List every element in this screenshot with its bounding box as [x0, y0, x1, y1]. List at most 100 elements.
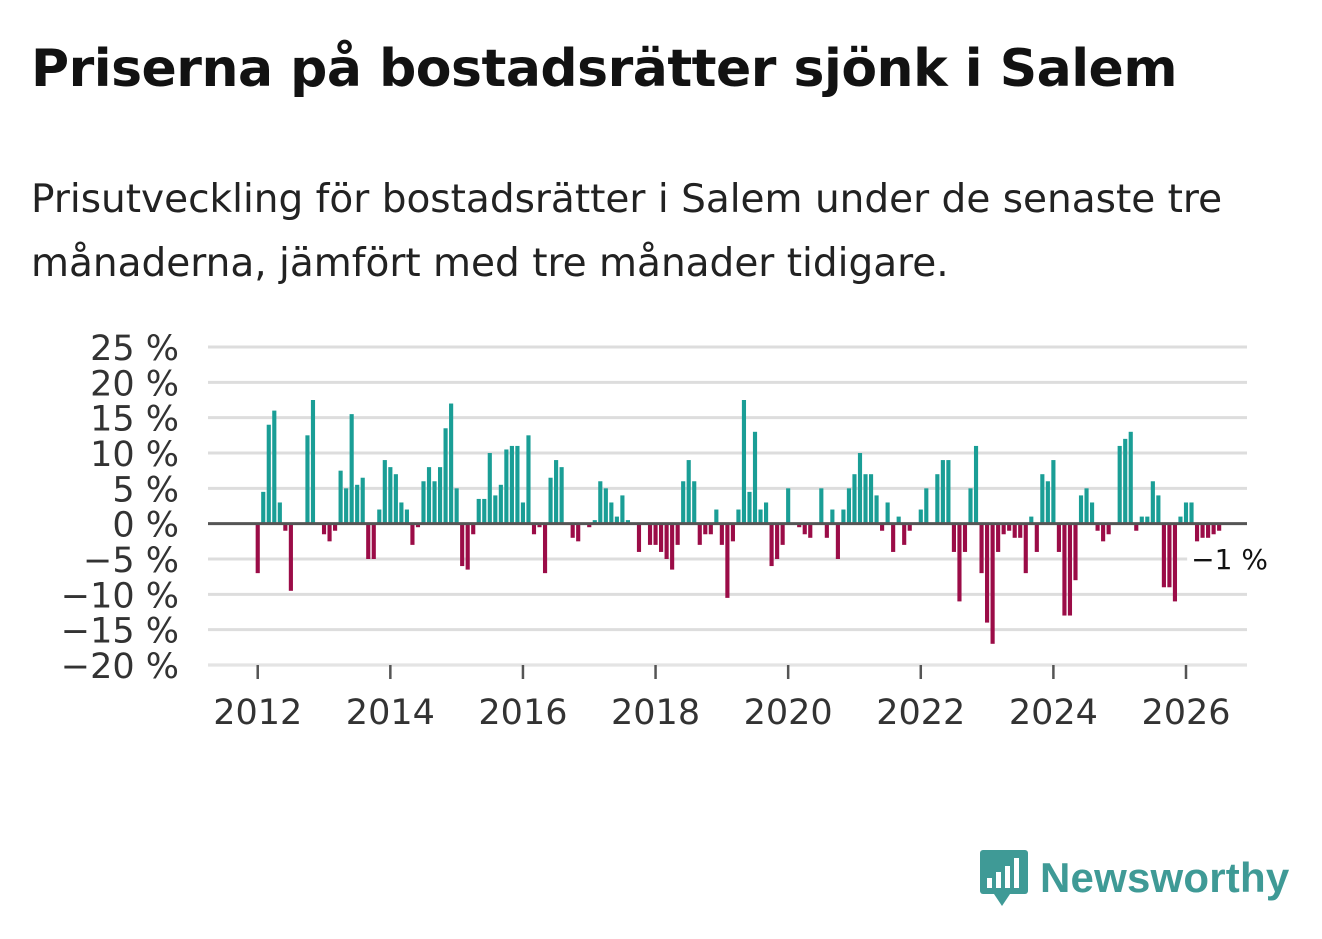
bar [747, 491, 752, 524]
bar [1018, 523, 1023, 538]
bar [310, 400, 316, 524]
bar [415, 523, 421, 528]
bar [305, 435, 310, 524]
x-tick-label: 2026 [1141, 693, 1230, 733]
bar [758, 509, 763, 524]
bar [962, 523, 968, 552]
annotation-background [1187, 542, 1270, 578]
bar [1034, 523, 1039, 552]
chart-subtitle: Prisutveckling för bostadsrätter i Salem… [31, 177, 1223, 286]
bar [1134, 523, 1139, 531]
bar [863, 474, 868, 524]
bar [1139, 516, 1144, 524]
bar [802, 523, 807, 535]
bar [868, 474, 874, 524]
brand-name: Newsworthy [1040, 854, 1290, 901]
bar [498, 484, 503, 524]
bar [697, 523, 702, 545]
bar [719, 523, 724, 545]
bar [979, 523, 984, 574]
bar [973, 445, 979, 524]
bar [874, 495, 879, 524]
bar [504, 449, 509, 524]
y-tick-label: −15 % [61, 612, 179, 652]
bar [636, 523, 642, 552]
bar [1123, 438, 1128, 524]
x-tick-label: 2018 [611, 693, 700, 733]
bar [377, 509, 382, 524]
bar [659, 523, 664, 552]
bar [388, 467, 393, 524]
bar [918, 509, 923, 524]
brand-logo: Newsworthy [980, 848, 1289, 908]
y-tick-label: 25 % [90, 329, 179, 369]
bar [1090, 502, 1095, 524]
bar [338, 470, 343, 524]
y-tick-label: 20 % [90, 364, 179, 404]
bar [675, 523, 680, 545]
bars [255, 400, 1222, 644]
bar [1040, 474, 1045, 524]
x-tick-label: 2020 [744, 693, 833, 733]
bar [703, 523, 708, 535]
bar [288, 523, 293, 591]
bar [857, 453, 863, 524]
x-tick-label: 2012 [213, 693, 302, 733]
bar [382, 460, 387, 524]
bar [852, 474, 857, 524]
bar [780, 523, 785, 545]
bar [443, 428, 448, 524]
bar [786, 488, 791, 524]
bar [736, 509, 741, 524]
bar [935, 474, 940, 524]
bar [482, 498, 487, 524]
x-tick-label: 2014 [346, 693, 435, 733]
bar [830, 509, 835, 524]
bar [1023, 523, 1028, 574]
chart-title: Priserna på bostadsrätter sjönk i Salem [31, 39, 1178, 99]
bar [1078, 495, 1084, 524]
bar [940, 460, 945, 524]
bar [366, 523, 371, 559]
bar [896, 516, 901, 524]
bar [476, 498, 481, 524]
bar [996, 523, 1001, 552]
bar [1007, 523, 1012, 531]
x-tick-label: 2016 [478, 693, 567, 733]
bar [410, 523, 415, 545]
bar [1045, 481, 1050, 524]
bar [725, 523, 730, 598]
y-tick-label: 5 % [112, 470, 179, 510]
bar [598, 481, 603, 524]
bar [841, 509, 846, 524]
bar [1101, 523, 1106, 542]
bar [891, 523, 896, 552]
bar [625, 520, 630, 524]
bar [531, 523, 537, 535]
bar [449, 403, 454, 524]
bar [1056, 523, 1061, 552]
bar [321, 523, 327, 535]
bar [587, 523, 592, 528]
bar [609, 502, 614, 524]
y-tick-label: 10 % [90, 435, 179, 475]
bar [808, 523, 813, 538]
bar [957, 523, 962, 602]
x-tick-label: 2022 [876, 693, 965, 733]
bar [775, 523, 780, 559]
bar [603, 488, 608, 524]
bar [255, 523, 260, 574]
bar [277, 502, 282, 524]
bar [1217, 523, 1222, 531]
last-value-label: −1 % [1191, 543, 1268, 576]
bar [371, 523, 376, 559]
bar [493, 495, 498, 524]
bar [752, 431, 758, 524]
bar [670, 523, 675, 570]
bar [885, 502, 890, 524]
bar [708, 523, 713, 535]
bar [1051, 460, 1056, 524]
bar [681, 481, 686, 524]
bar [592, 520, 597, 524]
bar [1156, 495, 1161, 524]
